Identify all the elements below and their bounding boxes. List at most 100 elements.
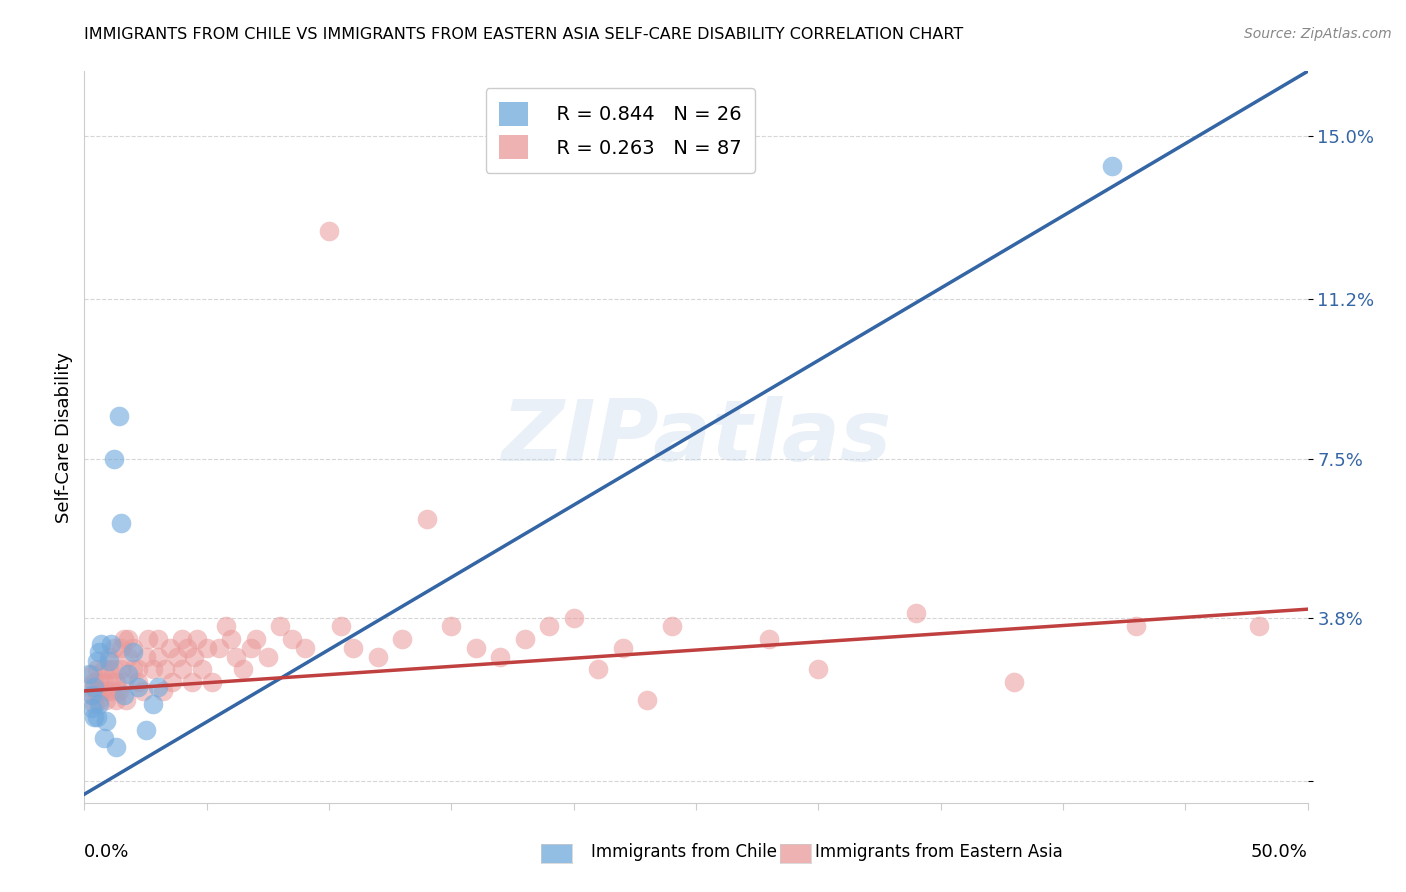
Point bbox=[96, 684, 118, 698]
Point bbox=[132, 684, 155, 698]
Point bbox=[112, 688, 135, 702]
Point bbox=[77, 666, 100, 681]
Point bbox=[513, 632, 536, 647]
Point bbox=[239, 640, 262, 655]
Point bbox=[112, 675, 135, 690]
Point bbox=[117, 666, 139, 681]
Point bbox=[87, 675, 110, 690]
Point bbox=[153, 662, 176, 676]
Text: IMMIGRANTS FROM CHILE VS IMMIGRANTS FROM EASTERN ASIA SELF-CARE DISABILITY CORRE: IMMIGRANTS FROM CHILE VS IMMIGRANTS FROM… bbox=[84, 27, 963, 42]
Point bbox=[172, 662, 194, 676]
Point bbox=[232, 662, 254, 676]
Point bbox=[172, 632, 194, 647]
Point bbox=[318, 223, 340, 237]
Point bbox=[117, 649, 139, 664]
Point bbox=[110, 516, 132, 530]
Point bbox=[80, 666, 103, 681]
Point bbox=[661, 619, 683, 633]
Point bbox=[330, 619, 353, 633]
Point bbox=[219, 632, 242, 647]
Point bbox=[489, 649, 512, 664]
Point bbox=[176, 640, 198, 655]
Point bbox=[105, 739, 128, 754]
Point bbox=[612, 640, 634, 655]
Point bbox=[96, 692, 118, 706]
Point bbox=[97, 649, 120, 664]
Point bbox=[807, 662, 830, 676]
Point bbox=[90, 684, 112, 698]
Point bbox=[1101, 159, 1123, 173]
Text: ZIPatlas: ZIPatlas bbox=[501, 395, 891, 479]
Point bbox=[159, 640, 181, 655]
Point bbox=[110, 662, 132, 676]
Point bbox=[1247, 619, 1270, 633]
Point bbox=[146, 632, 169, 647]
Point bbox=[127, 675, 149, 690]
Point bbox=[86, 654, 108, 668]
Point bbox=[269, 619, 291, 633]
Point bbox=[122, 662, 145, 676]
Text: Immigrants from Eastern Asia: Immigrants from Eastern Asia bbox=[815, 843, 1063, 861]
Point bbox=[215, 619, 238, 633]
Point bbox=[200, 675, 222, 690]
Point bbox=[135, 723, 157, 737]
Point bbox=[342, 640, 364, 655]
Point bbox=[225, 649, 247, 664]
Point bbox=[103, 451, 125, 466]
Point bbox=[195, 640, 218, 655]
Point bbox=[758, 632, 780, 647]
Text: Immigrants from Chile: Immigrants from Chile bbox=[591, 843, 776, 861]
Legend:   R = 0.844   N = 26,   R = 0.263   N = 87: R = 0.844 N = 26, R = 0.263 N = 87 bbox=[485, 88, 755, 173]
Point bbox=[83, 697, 105, 711]
Point bbox=[117, 632, 139, 647]
Point bbox=[245, 632, 267, 647]
Point bbox=[127, 662, 149, 676]
Point bbox=[86, 710, 108, 724]
Point bbox=[416, 512, 439, 526]
Point bbox=[83, 675, 105, 690]
Point bbox=[440, 619, 463, 633]
Y-axis label: Self-Care Disability: Self-Care Disability bbox=[55, 351, 73, 523]
Point bbox=[127, 680, 149, 694]
Point bbox=[1125, 619, 1147, 633]
Point bbox=[103, 662, 125, 676]
Point bbox=[80, 688, 103, 702]
Point bbox=[142, 662, 165, 676]
Point bbox=[135, 649, 157, 664]
Point bbox=[100, 684, 122, 698]
Point bbox=[105, 675, 128, 690]
Point bbox=[191, 662, 214, 676]
Point bbox=[464, 640, 486, 655]
Point bbox=[208, 640, 231, 655]
Point bbox=[152, 684, 174, 698]
Text: 50.0%: 50.0% bbox=[1251, 843, 1308, 861]
Point bbox=[538, 619, 561, 633]
Point bbox=[183, 649, 205, 664]
Point bbox=[100, 637, 122, 651]
Point bbox=[80, 701, 103, 715]
Point bbox=[162, 675, 184, 690]
Point bbox=[122, 640, 145, 655]
Text: 0.0%: 0.0% bbox=[84, 843, 129, 861]
Point bbox=[257, 649, 280, 664]
Point bbox=[136, 632, 159, 647]
Point bbox=[87, 645, 110, 659]
Point bbox=[100, 675, 122, 690]
Point bbox=[367, 649, 389, 664]
Point bbox=[87, 692, 110, 706]
Point bbox=[80, 688, 103, 702]
Point bbox=[83, 680, 105, 694]
Point bbox=[93, 662, 115, 676]
Point bbox=[186, 632, 208, 647]
Point bbox=[636, 692, 658, 706]
Point bbox=[122, 645, 145, 659]
Point bbox=[391, 632, 413, 647]
Point bbox=[281, 632, 304, 647]
Point bbox=[294, 640, 316, 655]
Point bbox=[905, 607, 928, 621]
Point bbox=[115, 692, 138, 706]
Point bbox=[105, 692, 128, 706]
Point bbox=[146, 649, 169, 664]
Point bbox=[107, 684, 129, 698]
Point bbox=[103, 640, 125, 655]
